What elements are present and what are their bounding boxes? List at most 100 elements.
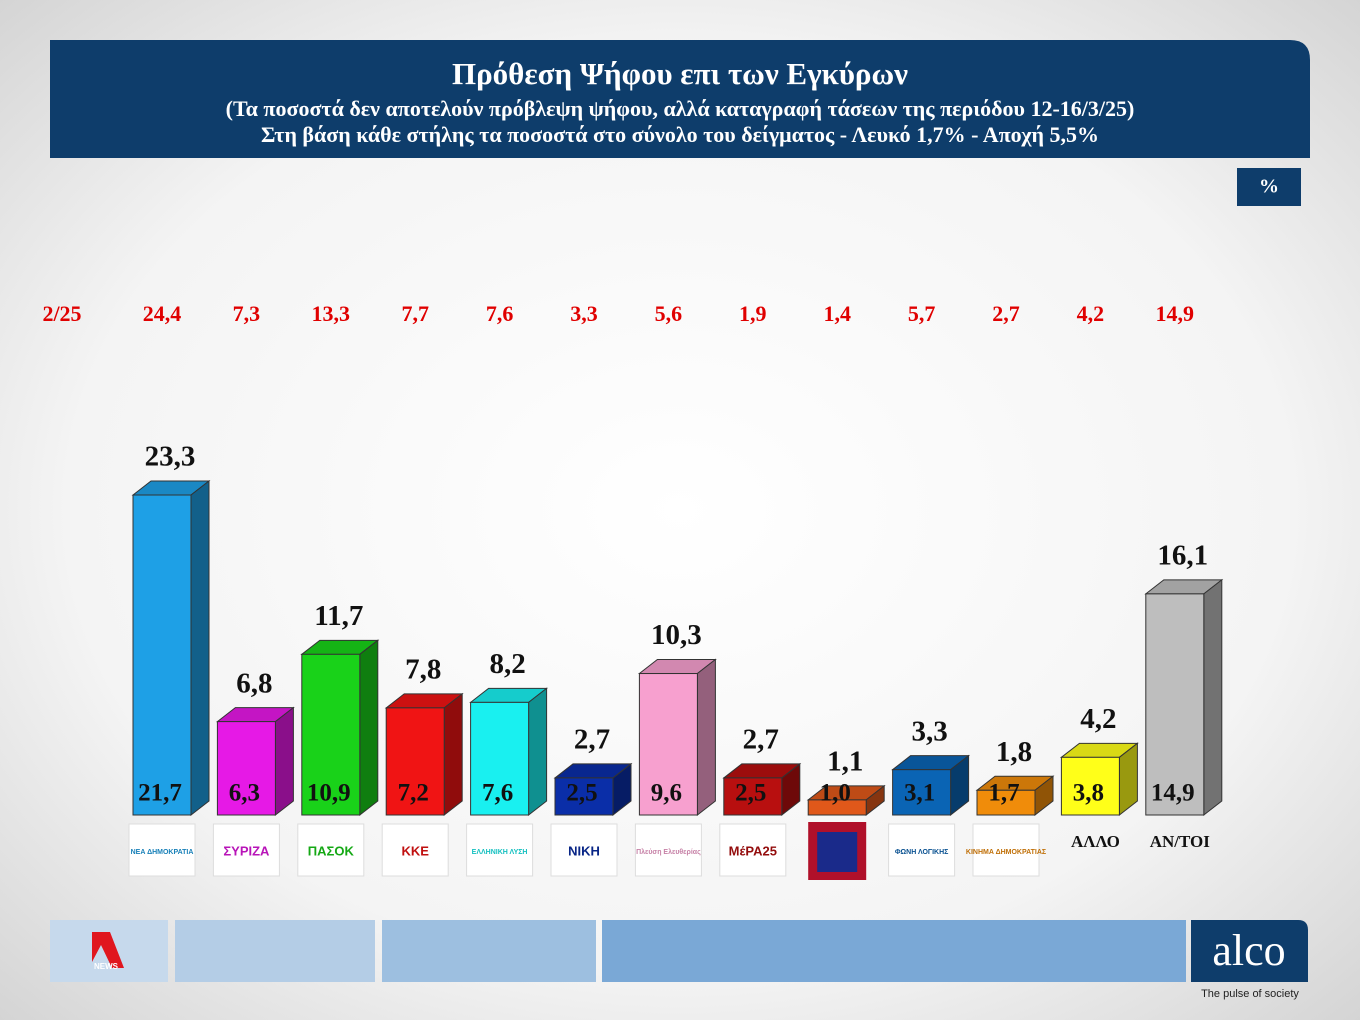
previous-value-label: 4,2 — [1077, 301, 1105, 326]
value-label: 23,3 — [145, 441, 196, 473]
bar — [723, 777, 783, 816]
previous-value-label: 7,6 — [486, 301, 514, 326]
base-value-label: 3,8 — [1073, 780, 1104, 807]
value-label: 1,8 — [996, 736, 1032, 768]
category-label: ΝΙΚΗ — [568, 843, 600, 858]
brand: alco — [1212, 926, 1285, 975]
footer-strip — [602, 920, 1186, 982]
previous-value-label: 2,7 — [992, 301, 1020, 326]
category-label: ΣΥΡΙΖΑ — [223, 843, 270, 858]
value-label: 2,7 — [743, 724, 779, 756]
category-label: ΠΑΣΟΚ — [308, 843, 355, 858]
value-label: 6,8 — [236, 667, 272, 699]
previous-value-label: 7,7 — [401, 301, 429, 326]
value-label: 8,2 — [489, 648, 525, 680]
bar-side — [528, 687, 548, 817]
previous-value-label: 7,3 — [233, 301, 261, 326]
value-label: 10,3 — [651, 619, 702, 651]
category-label: Πλεύση Ελευθερίας — [636, 848, 701, 856]
previous-value-label: 24,4 — [143, 301, 182, 326]
bar — [1060, 756, 1120, 816]
bar — [385, 707, 445, 816]
party-logo — [381, 823, 449, 877]
base-value-label: 9,6 — [651, 780, 682, 807]
party-logo-inner — [817, 832, 858, 872]
bar — [132, 494, 192, 816]
brand-box — [1191, 920, 1308, 982]
bar — [1145, 593, 1205, 816]
value-label: 7,8 — [405, 654, 441, 686]
unit-badge-box — [1237, 168, 1301, 206]
bar — [976, 789, 1036, 816]
base-value-label: 7,2 — [398, 780, 429, 807]
category-label: ΑΝ/ΤΟΙ — [1150, 832, 1211, 851]
party-logo — [212, 823, 280, 877]
tagline: The pulse of society — [1201, 988, 1299, 1000]
previous-value-label: 1,4 — [823, 301, 851, 326]
party-logo — [297, 823, 365, 877]
value-label: 11,7 — [314, 600, 363, 632]
base-value-label: 1,0 — [820, 780, 851, 807]
party-logo — [550, 823, 618, 877]
party-logo — [634, 823, 702, 877]
category-label: ΚΙΝΗΜΑ ΔΗΜΟΚΡΑΤΙΑΣ — [966, 849, 1046, 856]
title: Πρόθεση Ψήφου επι των Εγκύρων — [452, 56, 908, 91]
party-logo — [128, 823, 196, 877]
category-label: ΑΛΛΟ — [1071, 832, 1120, 851]
bar — [470, 701, 530, 816]
previous-value-label: 13,3 — [312, 301, 351, 326]
value-label: 1,1 — [827, 746, 863, 778]
category-label: ΕΛΛΗΝΙΚΗ ΛΥΣΗ — [472, 849, 528, 856]
previous-value-label: 14,9 — [1156, 301, 1195, 326]
footer-strip — [175, 920, 375, 982]
unit-badge: % — [1259, 176, 1279, 198]
base-value-label: 10,9 — [307, 780, 351, 807]
base-value-label: 21,7 — [138, 780, 182, 807]
category-label: ΜέΡΑ25 — [729, 843, 777, 858]
party-logo — [466, 823, 534, 877]
bar-side — [1203, 578, 1223, 817]
base-value-label: 7,6 — [482, 780, 513, 807]
base-value-label: 2,5 — [566, 780, 597, 807]
bar — [554, 777, 614, 816]
bar-side — [359, 639, 379, 817]
bar — [638, 673, 698, 816]
party-logo — [972, 823, 1040, 877]
bar-side — [443, 692, 463, 817]
previous-value-label: 5,7 — [908, 301, 936, 326]
bar — [892, 769, 952, 816]
party-logo — [888, 823, 956, 877]
previous-value-label: 5,6 — [655, 301, 683, 326]
bar-side — [696, 658, 716, 817]
bar — [216, 721, 276, 816]
value-label: 4,2 — [1080, 703, 1116, 735]
base-value-label: 1,7 — [988, 780, 1019, 807]
base-value-label: 6,3 — [229, 780, 260, 807]
previous-label: 2/25 — [42, 301, 81, 326]
previous-value-label: 1,9 — [739, 301, 767, 326]
footer-strip — [382, 920, 596, 982]
value-label: 2,7 — [574, 724, 610, 756]
footer: NEWS alco The pulse of society — [50, 920, 1308, 1000]
bar — [807, 799, 867, 816]
bar-side — [274, 706, 294, 817]
party-logo — [719, 823, 787, 877]
base-value-label: 14,9 — [1151, 780, 1195, 807]
category-label: ΚΚΕ — [401, 843, 429, 858]
bar — [301, 653, 361, 816]
news-logo-shape — [92, 932, 124, 968]
previous-value-label: 3,3 — [570, 301, 598, 326]
category-label: ΦΩΝΗ ΛΟΓΙΚΗΣ — [895, 849, 949, 856]
base-value-label: 3,1 — [904, 780, 935, 807]
subtitle: (Τα ποσοστά δεν αποτελούν πρόβλεψη ψήφου… — [226, 96, 1135, 121]
news-logo: NEWS — [94, 962, 119, 971]
category-label: ΝΕΑ ΔΗΜΟΚΡΑΤΙΑ — [131, 849, 194, 856]
base-value-label: 2,5 — [735, 780, 766, 807]
value-label: 16,1 — [1157, 540, 1208, 572]
subtitle: Στη βάση κάθε στήλης τα ποσοστά στο σύνο… — [261, 122, 1099, 147]
bar-side — [190, 479, 210, 817]
value-label: 3,3 — [911, 715, 947, 747]
header-bar — [50, 40, 1310, 158]
